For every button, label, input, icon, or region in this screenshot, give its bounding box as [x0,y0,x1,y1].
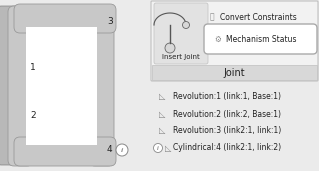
Circle shape [165,43,175,53]
Text: Joint: Joint [223,69,245,78]
Text: i: i [121,148,123,153]
Text: 3: 3 [107,17,113,27]
Circle shape [116,144,128,156]
Text: i: i [157,146,159,150]
FancyBboxPatch shape [14,4,116,33]
Text: 4: 4 [107,146,113,155]
Text: ◺: ◺ [159,93,165,102]
Text: 2: 2 [30,110,36,120]
Text: Revolution:3 (link2:1, link:1): Revolution:3 (link2:1, link:1) [173,127,281,135]
Circle shape [182,22,189,29]
FancyBboxPatch shape [152,65,317,80]
Text: Convert Constraints: Convert Constraints [220,12,297,22]
Text: 1: 1 [30,63,36,73]
Text: Insert Joint: Insert Joint [162,54,200,60]
FancyBboxPatch shape [89,6,114,166]
Text: Cylindrical:4 (link2:1, link:2): Cylindrical:4 (link2:1, link:2) [173,143,281,153]
FancyBboxPatch shape [204,24,317,54]
Text: ◺: ◺ [159,109,165,119]
FancyBboxPatch shape [151,1,318,81]
Text: ⛓: ⛓ [210,12,214,22]
Text: Revolution:2 (link:2, Base:1): Revolution:2 (link:2, Base:1) [173,109,281,119]
Text: Revolution:1 (link:1, Base:1): Revolution:1 (link:1, Base:1) [173,93,281,102]
FancyBboxPatch shape [154,3,208,64]
Text: ◺: ◺ [159,127,165,135]
FancyBboxPatch shape [8,6,33,166]
Text: ◺: ◺ [165,143,171,153]
FancyBboxPatch shape [26,27,97,145]
FancyBboxPatch shape [0,6,21,165]
Text: Mechanism Status: Mechanism Status [226,35,296,43]
Circle shape [153,143,162,153]
FancyBboxPatch shape [14,137,116,166]
Text: ⚙: ⚙ [215,35,221,43]
